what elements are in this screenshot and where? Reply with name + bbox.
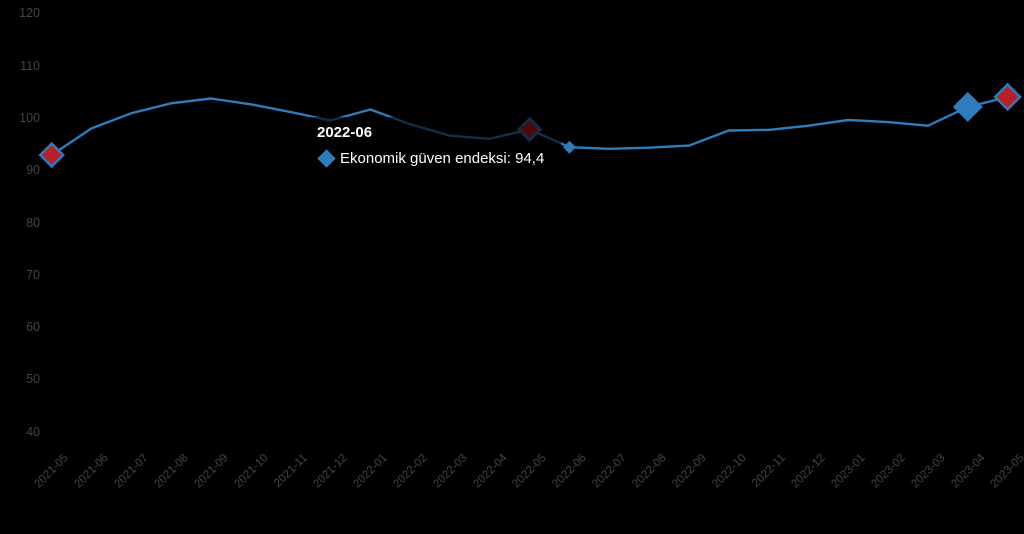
tooltip-title: 2022-06 [317,124,373,141]
data-point-marker-2023-05[interactable] [993,82,1022,112]
y-axis-label-100: 100 [19,110,40,125]
y-axis-label-40: 40 [26,424,40,439]
tooltip-series-text: Ekonomik güven endeksi: 94,4 [340,150,545,167]
data-point-marker-2021-05[interactable] [38,141,65,169]
y-axis-label-90: 90 [26,163,40,178]
data-point-marker-2022-06[interactable] [562,140,576,154]
y-axis-label-110: 110 [20,58,40,73]
y-axis-label-80: 80 [26,215,40,230]
y-axis-label-60: 60 [26,320,40,335]
y-axis-label-50: 50 [26,372,40,387]
tooltip-series-row: Ekonomik güven endeksi: 94,4 [317,149,552,168]
data-point-marker-2023-04[interactable] [952,91,983,122]
tooltip: 2022-06 Ekonomik güven endeksi: 94,4 [308,117,561,181]
series-diamond-icon [317,149,336,168]
y-axis-label-70: 70 [26,267,40,282]
y-axis-label-120: 120 [19,6,40,21]
